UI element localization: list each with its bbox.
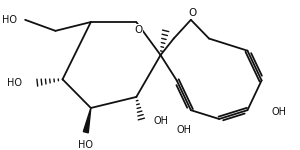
- Text: HO: HO: [78, 140, 93, 150]
- Text: OH: OH: [153, 116, 168, 126]
- Text: OH: OH: [272, 107, 287, 117]
- Text: O: O: [134, 25, 142, 35]
- Text: O: O: [189, 8, 197, 18]
- Text: HO: HO: [7, 78, 22, 88]
- Text: HO: HO: [2, 15, 17, 25]
- Text: OH: OH: [176, 125, 191, 135]
- Polygon shape: [83, 108, 91, 133]
